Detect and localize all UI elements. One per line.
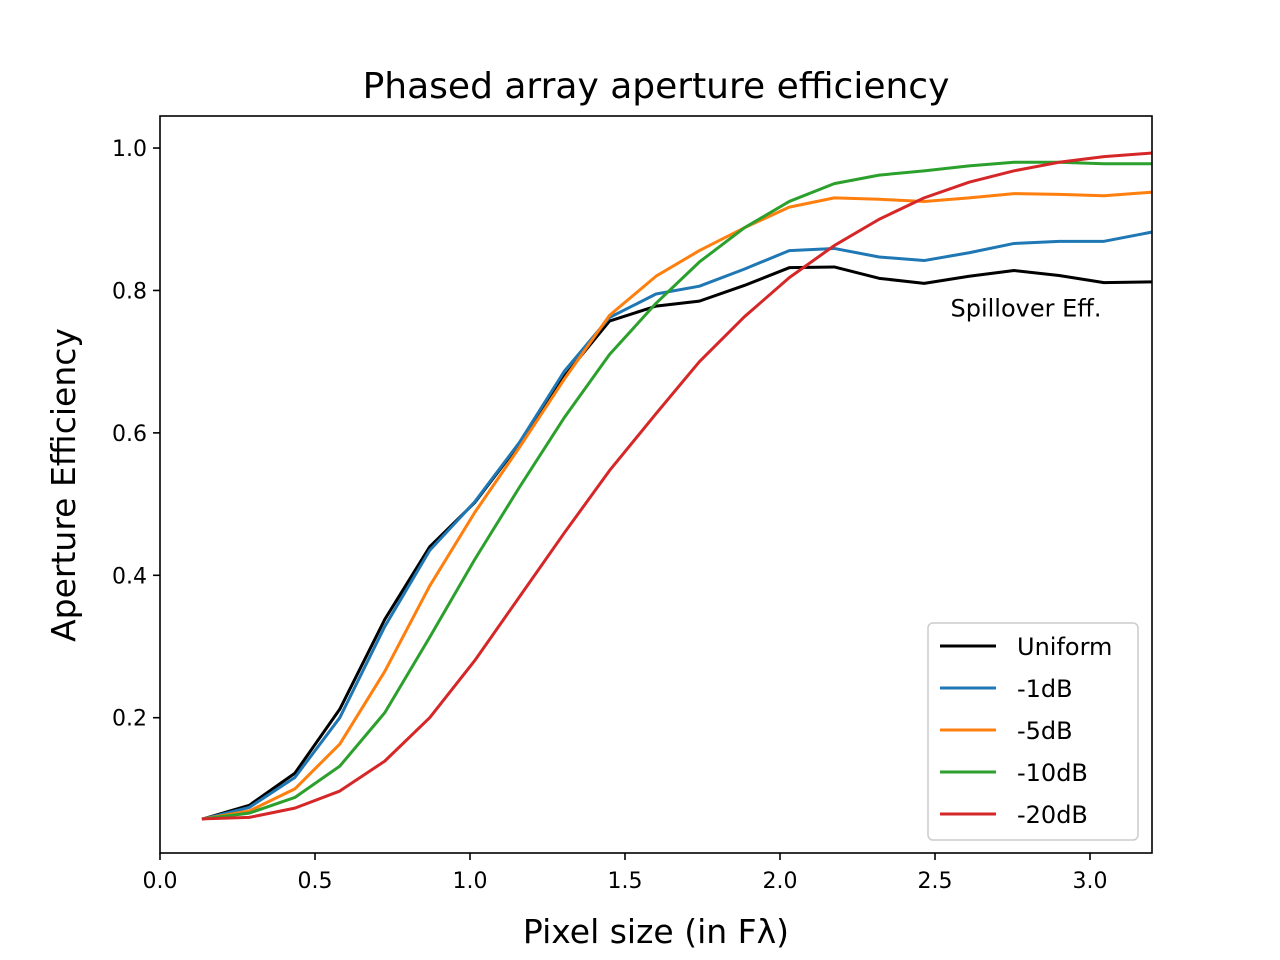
y-axis-ticks: 0.2 0.4 0.6 0.8 1.0	[112, 137, 160, 732]
series-line-5db	[201, 190, 1152, 821]
y-tick-label: 0.4	[112, 564, 147, 589]
x-tick-label: 0.5	[298, 869, 333, 894]
x-tick-label: 1.5	[608, 869, 643, 894]
series-line-10db	[201, 160, 1152, 821]
y-tick-label: 0.6	[112, 422, 147, 447]
y-tick-label: 0.8	[112, 279, 147, 304]
legend-label-20db: -20dB	[1017, 801, 1088, 829]
spillover-annotation: Spillover Eff.	[951, 294, 1102, 322]
chart-title: Phased array aperture efficiency	[363, 66, 950, 107]
plot-frame	[159, 115, 1153, 854]
x-tick-label: 2.5	[918, 869, 953, 894]
x-axis-ticks: 0.0 0.5 1.0 1.5 2.0 2.5 3.0	[143, 853, 1108, 894]
legend-box	[927, 622, 1139, 841]
series-lines	[201, 151, 1152, 821]
y-axis-label: Aperture Efficiency	[44, 328, 83, 642]
legend: Uniform -1dB -5dB -10dB -20dB	[927, 622, 1139, 841]
series-line-1db	[201, 230, 1152, 821]
legend-label-uniform: Uniform	[1017, 633, 1112, 661]
y-tick-label: 1.0	[112, 137, 147, 162]
legend-label-5db: -5dB	[1017, 717, 1073, 745]
x-tick-label: 0.0	[143, 869, 178, 894]
y-tick-label: 0.2	[112, 707, 147, 732]
x-tick-label: 3.0	[1073, 869, 1108, 894]
x-tick-label: 2.0	[763, 869, 798, 894]
x-axis-label: Pixel size (in Fλ)	[523, 912, 789, 951]
x-tick-label: 1.0	[453, 869, 488, 894]
legend-items: Uniform -1dB -5dB -10dB -20dB	[940, 633, 1112, 829]
legend-label-1db: -1dB	[1017, 675, 1073, 703]
series-line-20db	[201, 151, 1152, 821]
series-line-uniform	[201, 265, 1152, 821]
legend-label-10db: -10dB	[1017, 759, 1088, 787]
